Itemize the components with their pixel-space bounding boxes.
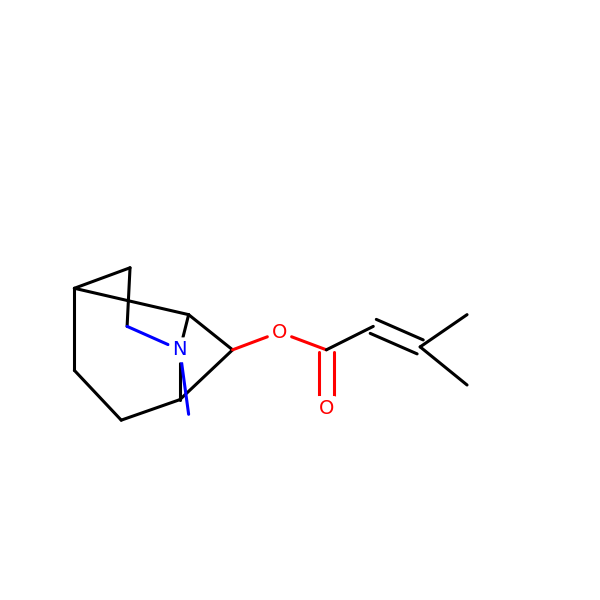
Text: N: N [173, 340, 187, 359]
Text: O: O [272, 323, 287, 342]
Text: O: O [319, 399, 334, 418]
